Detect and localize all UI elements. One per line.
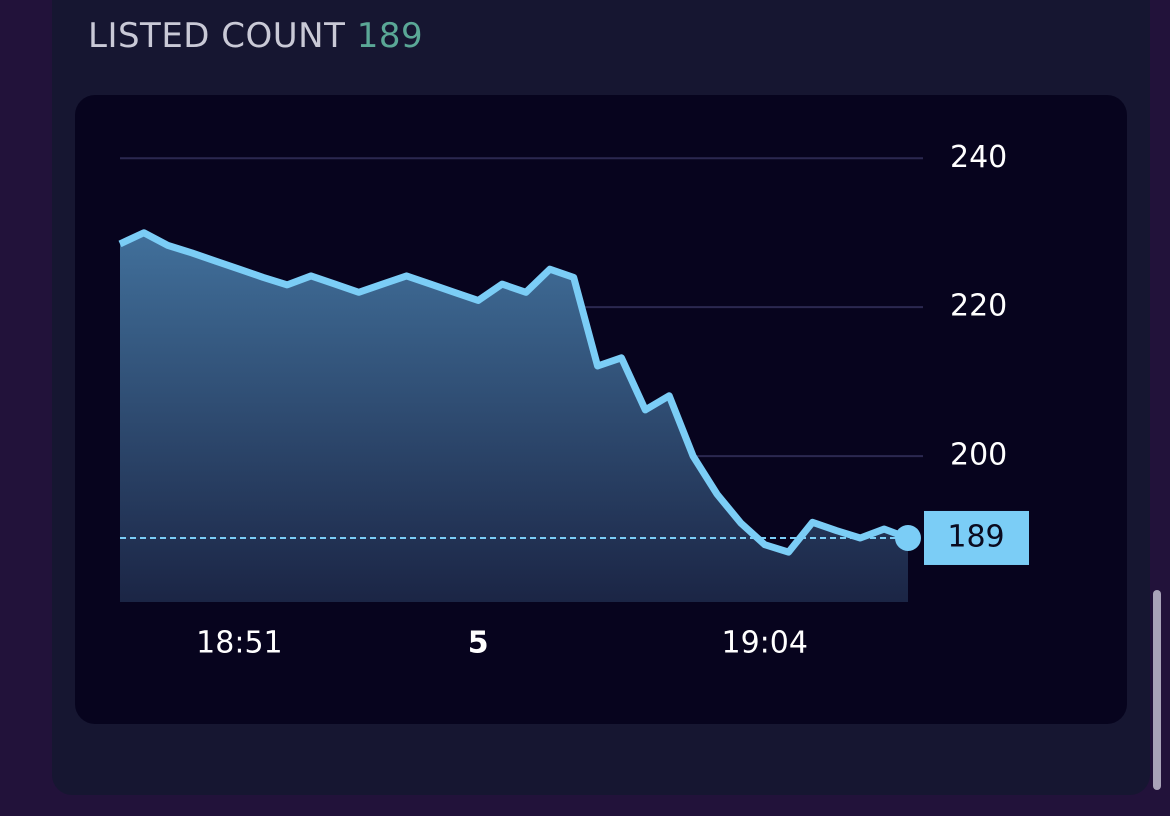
scrollbar[interactable] [1153,590,1161,790]
y-tick-label: 200 [950,438,1007,473]
area-fill [120,232,908,603]
header-value: 189 [356,16,424,56]
x-tick-label: 18:51 [196,626,282,661]
value-box [924,510,1029,565]
y-tick-label: 240 [950,140,1007,175]
y-tick-label: 220 [950,289,1007,324]
x-tick-label: 19:04 [721,626,807,661]
value-label: 189 [947,519,1004,554]
header-label: LISTED COUNT [88,16,346,56]
line [118,229,910,556]
header: LISTED COUNT 189 [88,16,423,56]
last-point [895,524,921,551]
x-tick-label: 5 [468,626,489,661]
